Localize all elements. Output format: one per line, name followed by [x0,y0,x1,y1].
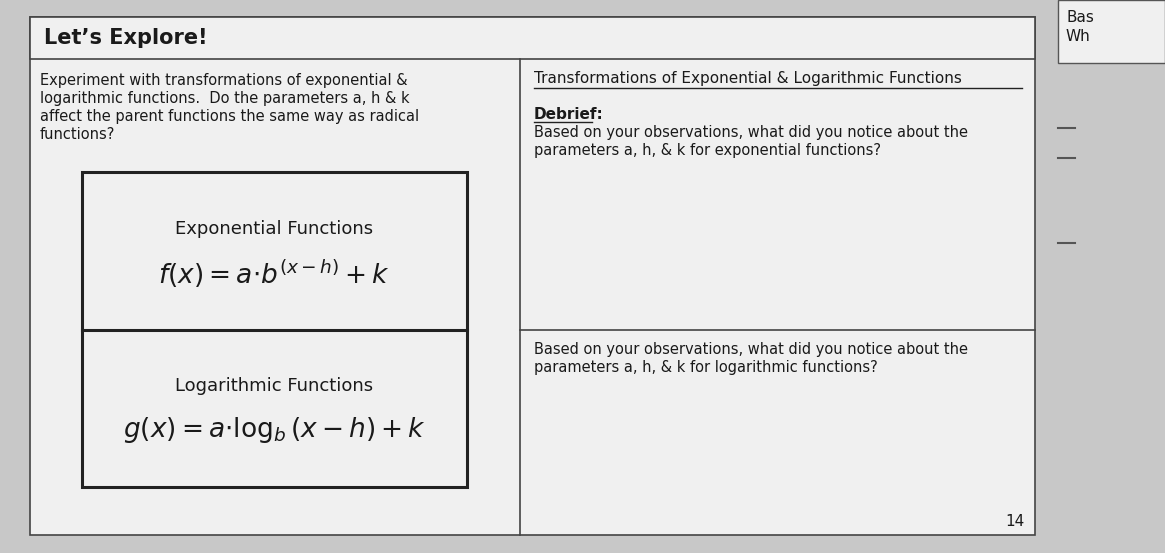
FancyBboxPatch shape [82,172,467,487]
Text: Bas: Bas [1066,10,1094,25]
FancyBboxPatch shape [1058,0,1165,63]
Text: parameters a, h, & k for exponential functions?: parameters a, h, & k for exponential fun… [534,143,881,158]
Text: Based on your observations, what did you notice about the: Based on your observations, what did you… [534,342,968,357]
Text: Exponential Functions: Exponential Functions [176,220,374,238]
Text: Based on your observations, what did you notice about the: Based on your observations, what did you… [534,125,968,140]
Text: logarithmic functions.  Do the parameters a, h & k: logarithmic functions. Do the parameters… [40,91,410,106]
Text: $f(x)=a{\cdot}b^{(x-h)} + k$: $f(x)=a{\cdot}b^{(x-h)} + k$ [158,257,390,290]
Text: $g(x)=a{\cdot}\log_b(x-h) + k$: $g(x)=a{\cdot}\log_b(x-h) + k$ [123,415,426,445]
Text: 14: 14 [1005,514,1025,529]
Text: Debrief:: Debrief: [534,107,603,122]
Text: Wh: Wh [1066,29,1090,44]
Text: Logarithmic Functions: Logarithmic Functions [176,377,374,395]
Text: parameters a, h, & k for logarithmic functions?: parameters a, h, & k for logarithmic fun… [534,360,877,375]
Text: Experiment with transformations of exponential &: Experiment with transformations of expon… [40,73,408,88]
Text: functions?: functions? [40,127,115,142]
Text: Transformations of Exponential & Logarithmic Functions: Transformations of Exponential & Logarit… [534,71,962,86]
FancyBboxPatch shape [30,17,1035,535]
FancyBboxPatch shape [30,17,1035,59]
Text: Let’s Explore!: Let’s Explore! [44,28,207,48]
Text: affect the parent functions the same way as radical: affect the parent functions the same way… [40,109,419,124]
